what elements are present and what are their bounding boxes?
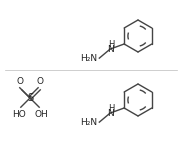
Text: N: N <box>107 45 113 54</box>
Text: H₂N: H₂N <box>80 118 97 127</box>
Text: H: H <box>108 104 114 113</box>
Text: OH: OH <box>34 110 48 119</box>
Text: O: O <box>16 77 23 86</box>
Text: S: S <box>27 93 33 103</box>
Text: HO: HO <box>12 110 26 119</box>
Text: O: O <box>37 77 44 86</box>
Text: H₂N: H₂N <box>80 54 97 63</box>
Text: H: H <box>108 40 114 49</box>
Text: N: N <box>107 109 113 118</box>
